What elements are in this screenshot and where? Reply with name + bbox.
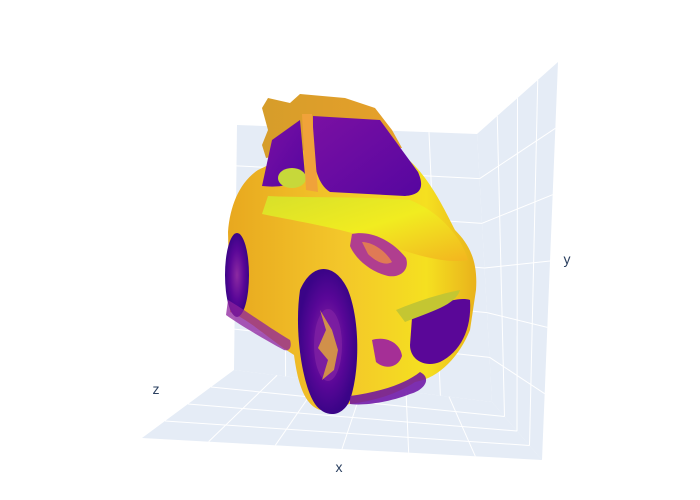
car-hood (262, 196, 468, 261)
car-windshield (313, 116, 422, 196)
car-grille (410, 299, 471, 365)
car-rear-wheel (225, 233, 249, 317)
right-wall-grid-v-4 (486, 312, 548, 328)
x-axis-label: x (336, 459, 343, 475)
y-axis-label: y (564, 251, 571, 267)
car-a-pillar (302, 114, 318, 192)
mirror (278, 168, 306, 188)
floor (142, 370, 542, 460)
right-wall-grid-v-2 (481, 194, 553, 224)
floor-grid-v-2 (187, 403, 518, 432)
z-axis-label: z (153, 381, 160, 397)
right-wall-grid-v-3 (484, 260, 551, 269)
right-wall-grid-v-5 (489, 356, 545, 395)
surface-car (225, 94, 477, 415)
right-wall-grid-v-1 (479, 127, 556, 180)
floor-grid-v-3 (164, 420, 530, 446)
